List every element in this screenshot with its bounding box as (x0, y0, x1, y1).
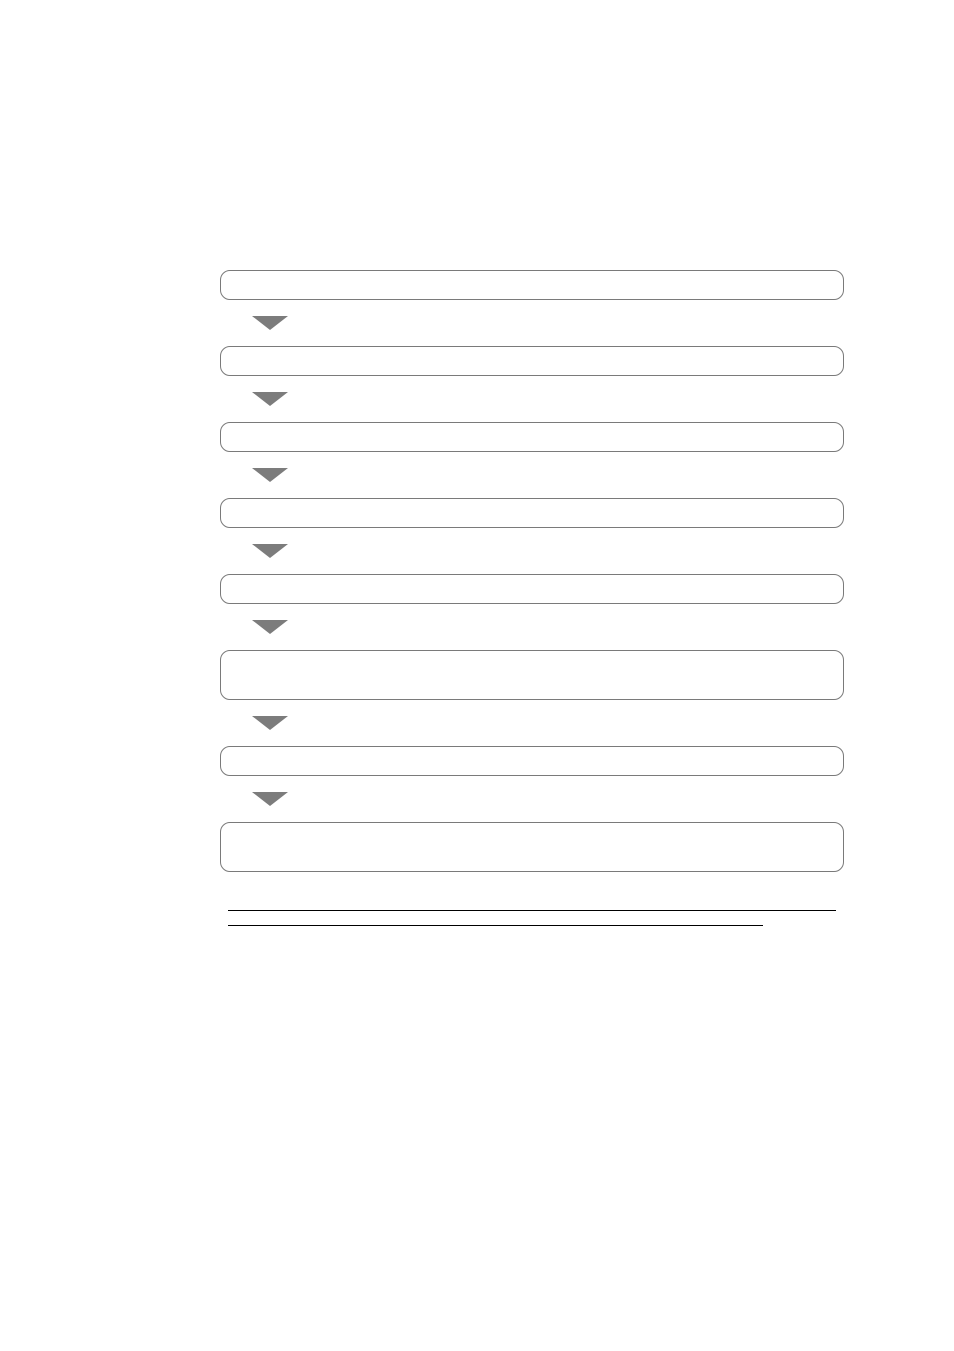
flow-step-8 (220, 822, 844, 872)
flowchart (220, 270, 844, 926)
note-rule-2 (228, 925, 763, 926)
chevron-down-icon (252, 544, 288, 558)
flow-step-2 (220, 346, 844, 376)
flow-arrow-1 (220, 300, 844, 346)
chevron-down-icon (252, 620, 288, 634)
chevron-down-icon (252, 316, 288, 330)
flow-arrow-5 (220, 604, 844, 650)
chevron-down-icon (252, 716, 288, 730)
flow-arrow-2 (220, 376, 844, 422)
flow-step-4 (220, 498, 844, 528)
flow-arrow-4 (220, 528, 844, 574)
chevron-down-icon (252, 468, 288, 482)
flow-arrow-3 (220, 452, 844, 498)
flow-step-1 (220, 270, 844, 300)
flow-step-3 (220, 422, 844, 452)
flow-arrow-6 (220, 700, 844, 746)
note-block (228, 910, 836, 926)
flow-step-7 (220, 746, 844, 776)
flow-arrow-7 (220, 776, 844, 822)
chevron-down-icon (252, 392, 288, 406)
note-rule-1 (228, 910, 836, 911)
chevron-down-icon (252, 792, 288, 806)
page (0, 0, 954, 1351)
flow-step-5 (220, 574, 844, 604)
flow-step-6 (220, 650, 844, 700)
